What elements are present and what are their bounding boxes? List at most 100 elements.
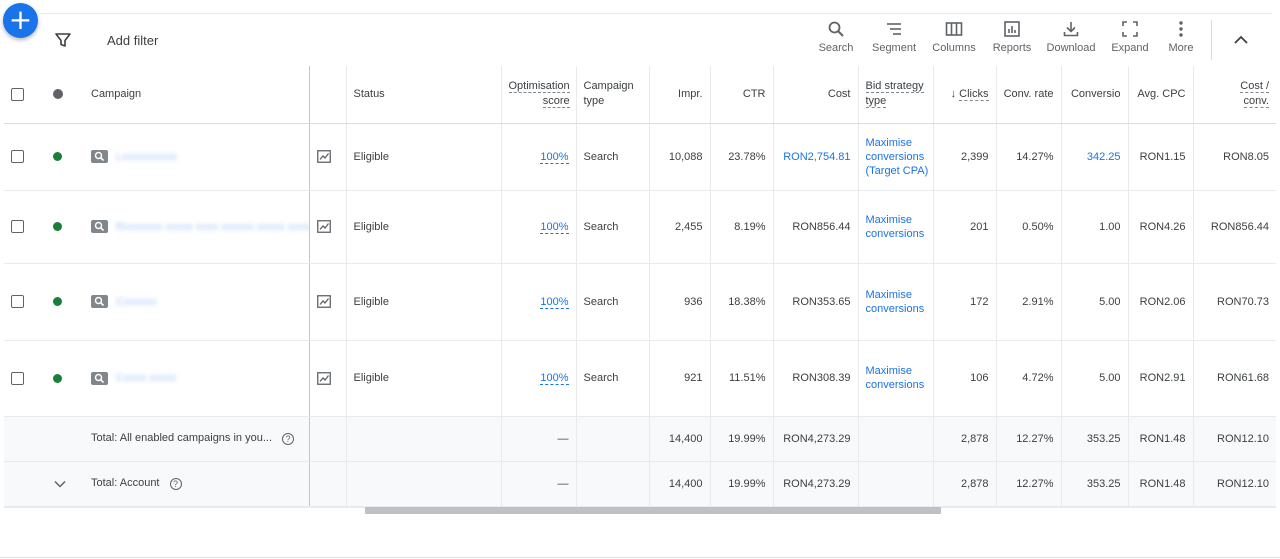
toolbar-divider: [1211, 20, 1212, 60]
row-cost-cell: RON2,754.81: [772, 123, 858, 191]
optimisation-score-link[interactable]: 100%: [540, 150, 569, 164]
total-empty-cell: [857, 416, 933, 462]
row-checkbox[interactable]: [11, 371, 24, 385]
row-checkbox[interactable]: [11, 150, 24, 163]
col-ctr[interactable]: CTR: [709, 66, 773, 124]
help-icon[interactable]: ?: [169, 477, 182, 490]
columns-icon: [945, 22, 963, 36]
horizontal-scrollbar[interactable]: [365, 507, 941, 514]
row-conversions[interactable]: 342.25: [1086, 150, 1121, 163]
toolbar-download-button[interactable]: Download: [1039, 20, 1103, 54]
row-conv-rate: 4.72%: [995, 340, 1061, 417]
toolbar-expand-button[interactable]: Expand: [1098, 20, 1162, 54]
col-campaign[interactable]: Campaign: [84, 66, 309, 124]
total-empty-cell: [575, 416, 649, 462]
toolbar-segment-button[interactable]: Segment: [862, 20, 926, 54]
campaign-name-link[interactable]: Cxxxxxx: [116, 295, 157, 308]
total-impr: 14,400: [648, 416, 710, 462]
row-conv-rate: 14.27%: [995, 123, 1061, 191]
col-impr[interactable]: Impr.: [648, 66, 710, 124]
col-bid-strategy[interactable]: Bid strategy type: [857, 66, 933, 124]
row-campaign-type: Search: [575, 123, 649, 191]
optimisation-score-link[interactable]: 100%: [540, 220, 569, 234]
status-dot-header: [46, 66, 84, 124]
optimisation-score-link[interactable]: 100%: [540, 372, 569, 385]
select-all-checkbox[interactable]: [11, 87, 24, 101]
col-optimisation-score-label: Optimisation score: [508, 80, 570, 109]
bid-strategy-link[interactable]: Maximise conversions (Target CPA): [865, 136, 929, 177]
toolbar-reports-button[interactable]: Reports: [980, 20, 1044, 54]
col-campaign-label: Campaign: [91, 88, 142, 101]
expand-icon: [1122, 21, 1138, 37]
row-cost-conv: RON70.73: [1192, 263, 1276, 341]
row-bid-strategy-cell: Maximise conversions: [857, 340, 933, 417]
total-expand-cell: [46, 416, 84, 462]
chart-icon[interactable]: [316, 295, 331, 308]
status-filter-dot[interactable]: [53, 89, 63, 100]
row-avg-cpc: RON1.15: [1127, 123, 1193, 191]
row-checkbox[interactable]: [11, 295, 24, 308]
bid-strategy-link[interactable]: Maximise conversions: [865, 213, 925, 240]
toolbar-search-button[interactable]: Search: [804, 20, 868, 54]
total-conv-rate: 12.27%: [995, 416, 1061, 462]
chart-icon[interactable]: [316, 150, 331, 163]
chevron-up-icon[interactable]: [1230, 30, 1252, 50]
toolbar-search-label: Search: [818, 42, 854, 54]
total-empty-cell: [857, 461, 933, 507]
enabled-status-dot[interactable]: [53, 152, 62, 162]
toolbar-more-button[interactable]: More: [1149, 20, 1213, 54]
search-campaign-type-icon: [91, 150, 108, 163]
col-clicks-label: Clicks: [959, 87, 989, 101]
row-checkbox[interactable]: [11, 220, 24, 233]
col-conversions[interactable]: Conversio: [1060, 66, 1128, 124]
chart-icon[interactable]: [316, 371, 331, 385]
enabled-status-dot[interactable]: [53, 297, 62, 307]
campaign-name-link[interactable]: Cxxxx xxxxx: [116, 372, 177, 384]
chart-icon[interactable]: [316, 220, 331, 233]
row-status: Eligible: [345, 340, 501, 417]
row-checkbox-cell: [4, 340, 46, 417]
row-cost[interactable]: RON2,754.81: [783, 150, 851, 163]
search-icon: [828, 21, 844, 37]
help-icon[interactable]: ?: [282, 432, 295, 445]
total-optimisation-score: —: [500, 461, 576, 507]
row-cost-cell: RON856.44: [772, 190, 858, 264]
row-cost: RON856.44: [792, 220, 851, 233]
chevron-down-icon[interactable]: [53, 479, 67, 489]
col-ctr-label: CTR: [742, 88, 766, 101]
col-avg-cpc[interactable]: Avg. CPC: [1127, 66, 1193, 124]
col-campaign-type[interactable]: Campaign type: [575, 66, 649, 124]
row-cost-conv: RON61.68: [1192, 340, 1276, 417]
optimisation-score-link[interactable]: 100%: [540, 295, 569, 309]
col-avg-cpc-label: Avg. CPC: [1137, 88, 1186, 101]
filter-icon[interactable]: [54, 31, 72, 49]
col-status[interactable]: Status: [345, 66, 501, 124]
toolbar-reports-label: Reports: [992, 42, 1032, 54]
enabled-status-dot[interactable]: [53, 222, 62, 232]
row-avg-cpc: RON2.91: [1127, 340, 1193, 417]
bottom-divider: [0, 557, 1280, 558]
col-optimisation-score[interactable]: Optimisation score: [500, 66, 576, 124]
table-row: Cxxxx xxxxx Eligible 100% Search 921 11.51% RO…: [4, 340, 1276, 417]
toolbar-columns-button[interactable]: Columns: [922, 20, 986, 54]
create-button[interactable]: +: [3, 3, 38, 38]
row-impr: 10,088: [648, 123, 710, 191]
total-conversions: 353.25: [1060, 461, 1128, 507]
col-clicks[interactable]: ↓ Clicks: [932, 66, 996, 124]
col-cost-conv[interactable]: Cost / conv.: [1192, 66, 1276, 124]
enabled-status-dot[interactable]: [53, 373, 62, 383]
col-cost[interactable]: Cost: [772, 66, 858, 124]
bid-strategy-link[interactable]: Maximise conversions: [865, 365, 925, 391]
campaign-name-link[interactable]: Rxxxxxxx xxxxx xxxx xxxxxx xxxxx xxxxxxx: [116, 220, 309, 233]
campaign-name-link[interactable]: Lxxxxxxxxxx: [116, 150, 178, 163]
add-filter-button[interactable]: Add filter: [107, 33, 159, 48]
row-cost-cell: RON353.65: [772, 263, 858, 341]
bid-strategy-link[interactable]: Maximise conversions: [865, 288, 925, 315]
more-icon: [1179, 21, 1183, 37]
row-cost-conv: RON8.05: [1192, 123, 1276, 191]
row-chart-cell: [308, 263, 346, 341]
col-conv-rate[interactable]: Conv. rate: [995, 66, 1061, 124]
campaign-table: Campaign Status Optimisation score Campa…: [4, 66, 1276, 507]
row-chart-cell: [308, 340, 346, 417]
col-bid-strategy-label: Bid strategy type: [865, 80, 924, 109]
